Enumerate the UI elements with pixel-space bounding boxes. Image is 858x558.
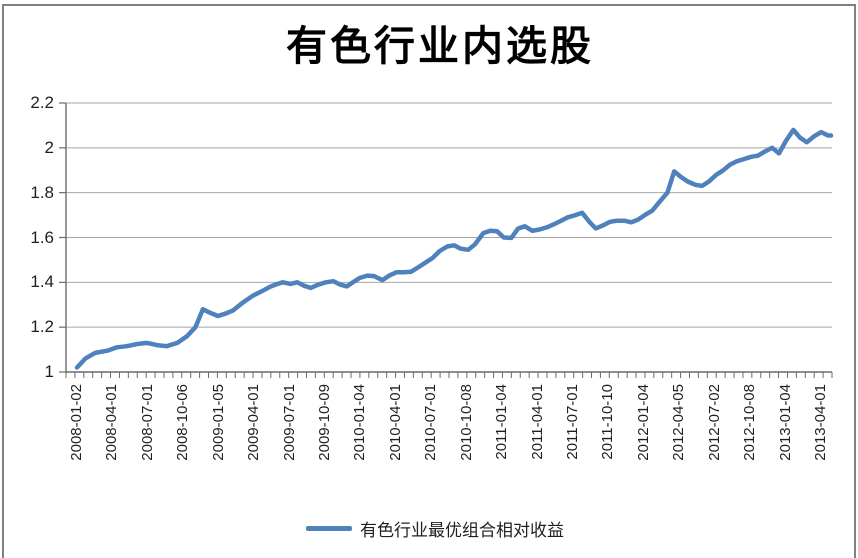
x-axis-tick-label: 2012-01-04 (634, 384, 652, 461)
y-axis-tick-label: 2 (44, 137, 54, 157)
x-axis-tick-label: 2010-04-01 (386, 384, 404, 461)
x-axis-tick-label: 2013-04-01 (812, 384, 829, 461)
x-axis-tick-label: 2010-07-01 (422, 384, 440, 461)
x-axis-tick-label: 2011-01-04 (493, 384, 511, 460)
y-axis-tick-label: 1.8 (30, 182, 54, 202)
x-axis-tick-label: 2009-07-01 (280, 384, 298, 461)
y-axis-tick-label: 1.4 (30, 272, 54, 292)
y-axis-tick-label: 1 (44, 362, 54, 381)
x-axis-tick-label: 2010-10-08 (457, 384, 475, 461)
line-chart-svg (59, 102, 834, 378)
x-axis-tick-label: 2010-01-04 (351, 384, 369, 461)
x-axis-tick-label: 2008-04-01 (103, 384, 121, 461)
chart-title: 有色行业内选股 (286, 23, 594, 69)
x-axis-tick-label: 2013-01-04 (776, 384, 794, 461)
x-axis-tick-label: 2008-07-01 (138, 384, 156, 461)
x-axis-tick-label: 2011-04-01 (528, 384, 546, 460)
y-axis-tick-label: 2.2 (30, 93, 54, 112)
x-axis-tick-label: 2009-01-05 (209, 384, 227, 461)
x-axis-tick-label: 2008-01-02 (68, 384, 85, 461)
x-axis-tick-label: 2011-07-01 (564, 384, 581, 460)
x-axis-tick-label: 2008-10-06 (174, 384, 192, 461)
y-axis-tick-label: 1.2 (30, 317, 54, 337)
series-line (74, 127, 834, 370)
legend-label: 有色行业最优组合相对收益 (360, 521, 564, 540)
x-axis-tick-label: 2012-07-02 (705, 384, 723, 461)
x-axis-tick-label: 2011-10-10 (599, 384, 617, 460)
plot-area (56, 98, 836, 386)
legend: 有色行业最优组合相对收益 (306, 516, 564, 541)
x-axis-tick-label: 2009-10-09 (316, 384, 333, 461)
x-axis-tick-label: 2009-04-01 (245, 384, 263, 461)
x-axis-tick-label: 2012-10-08 (741, 384, 759, 461)
x-axis-tick-label: 2012-04-05 (670, 384, 688, 461)
legend-line-sample (306, 526, 352, 531)
y-axis-tick-label: 1.6 (30, 227, 54, 247)
